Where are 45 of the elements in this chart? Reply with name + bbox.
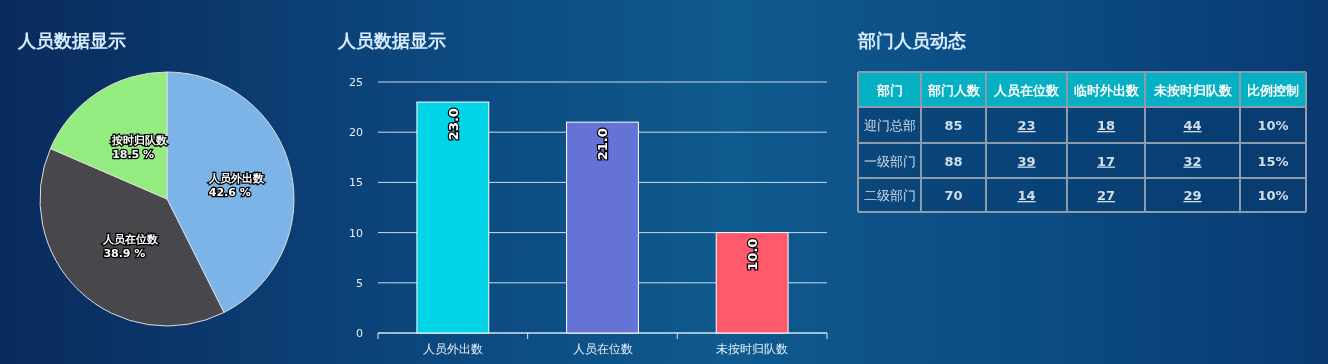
slice-label: 按时归队数 — [111, 133, 169, 147]
text: 部门 — [875, 82, 903, 98]
category-label: 人员在位数 — [993, 82, 1060, 98]
text: 17 — [1096, 153, 1116, 169]
category-label: 一级部门 — [863, 153, 916, 169]
y-tick-label: 0 — [356, 327, 363, 340]
slice-label: 人员在位数 — [102, 233, 160, 247]
data-label: 10.0 — [745, 238, 761, 271]
category-label: 未按时归队数 — [1152, 82, 1233, 98]
y-tick-label: 5 — [356, 276, 363, 290]
text: 10% — [1257, 118, 1289, 133]
category-label: 比例控制 — [1247, 82, 1299, 98]
text: 85 — [944, 118, 963, 133]
x-tick-label: 人员外出数 — [422, 342, 483, 356]
data-label: 38.9 % — [103, 247, 146, 261]
slice-label: 人员外出数 — [207, 172, 265, 186]
text: 部门人员动态 — [857, 30, 966, 51]
y-tick-label: 20 — [349, 126, 363, 140]
text: 32 — [1183, 153, 1202, 169]
data-label: 21.0 — [595, 128, 611, 161]
y-tick-label: 10 — [349, 226, 363, 240]
text: 39 — [1017, 153, 1036, 169]
data-label: 42.6 % — [208, 186, 251, 200]
x-tick-label: 未按时归队数 — [716, 342, 789, 356]
text: 14 — [1017, 188, 1036, 203]
chart-title: 人员数据显示 — [337, 30, 446, 51]
category-label: 二级部门 — [863, 188, 916, 203]
text: 27 — [1096, 188, 1116, 203]
text: 10% — [1257, 188, 1289, 203]
text: 15% — [1257, 153, 1289, 169]
text: 70 — [944, 188, 963, 203]
text: 88 — [944, 153, 963, 169]
y-tick-label: 15 — [349, 176, 363, 190]
category-label: 临时外出数 — [1073, 82, 1140, 98]
text: 29 — [1183, 188, 1202, 203]
text: 44 — [1183, 118, 1202, 133]
text: 23 — [1017, 118, 1036, 133]
chart-title: 人员数据显示 — [17, 30, 126, 51]
text: 18 — [1096, 118, 1116, 133]
y-tick-label: 25 — [349, 76, 363, 89]
x-tick-label: 人员在位数 — [572, 342, 633, 356]
category-label: 部门人数 — [926, 82, 981, 98]
category-label: 迎门总部 — [863, 118, 916, 133]
data-label: 18.5 % — [112, 147, 155, 161]
data-label: 23.0 — [445, 108, 461, 141]
